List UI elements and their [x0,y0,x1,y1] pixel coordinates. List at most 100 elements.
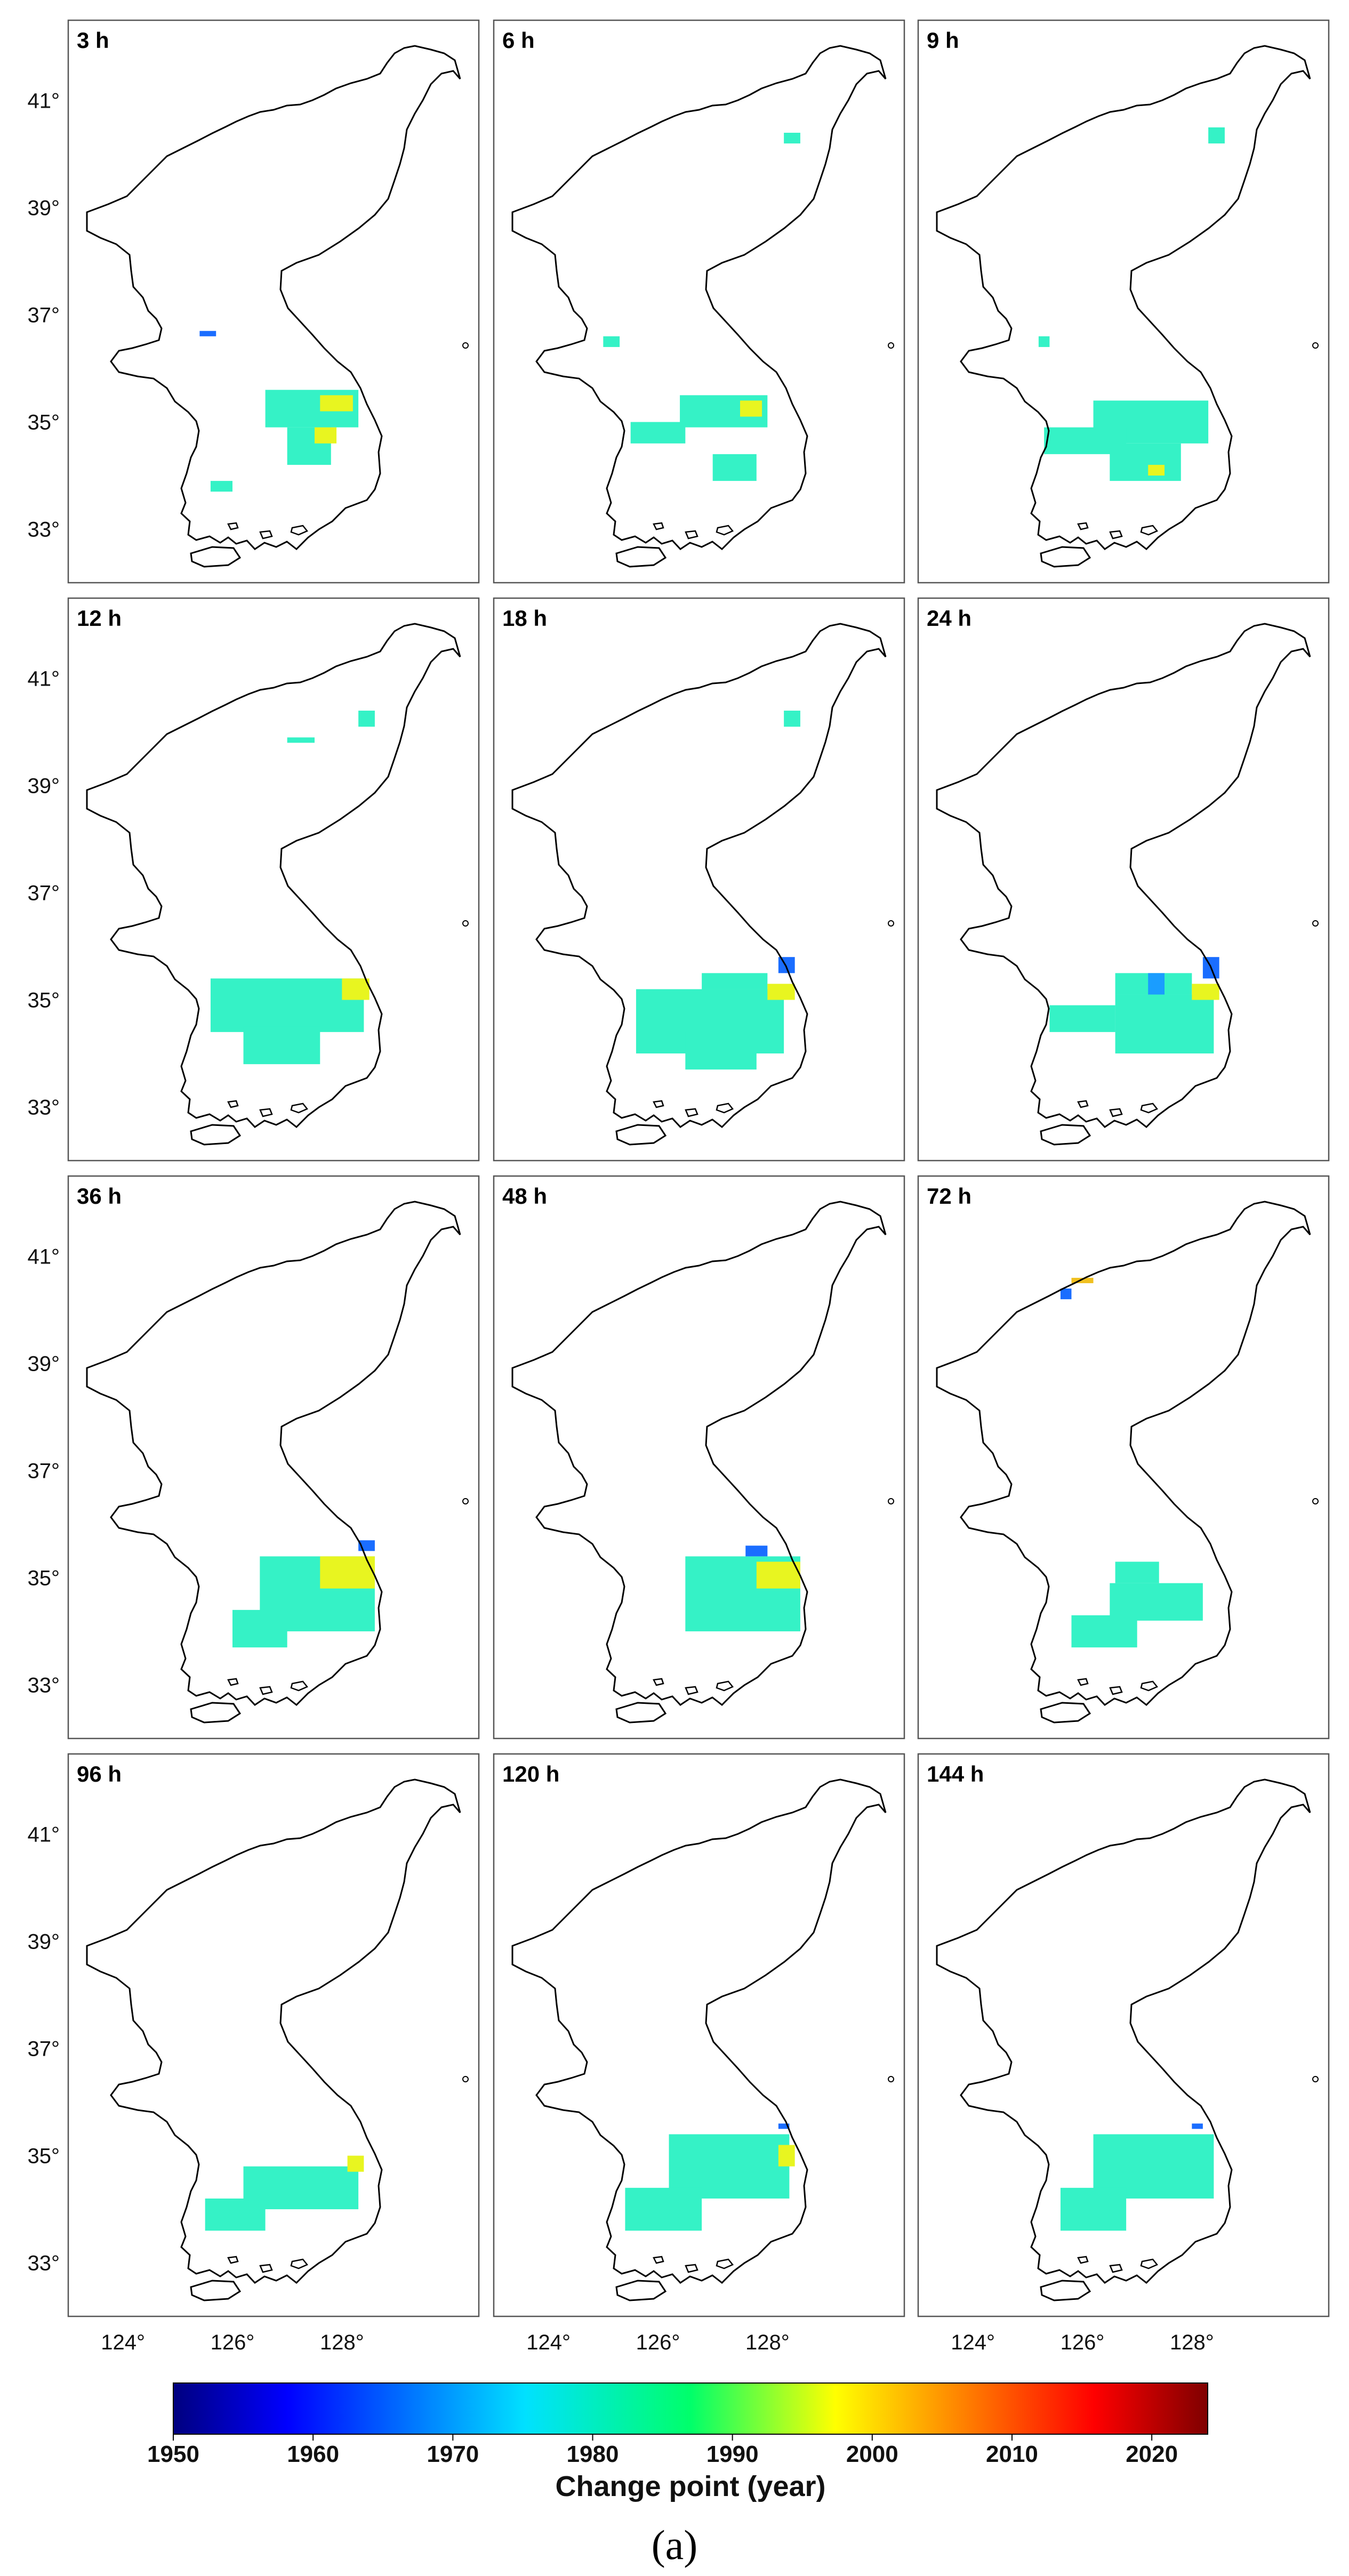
offshore-island-marker [462,342,469,349]
change-point-region [342,978,370,1000]
peninsula-coastline [511,1778,887,2284]
panel-content [511,1778,894,2301]
change-point-region [287,737,315,743]
small-island-outline [290,2258,308,2269]
change-point-region [784,711,800,727]
map-panel: 6 h [493,19,905,584]
panel-title: 72 h [927,1184,971,1209]
small-island-outline [685,2264,698,2273]
panel-title: 36 h [77,1184,122,1209]
change-point-region [1060,1289,1072,1300]
latitude-tick-label: 37° [28,1460,60,1483]
panel-content [86,45,469,568]
panel-content [936,1778,1319,2301]
longitude-tick-label: 128° [1170,2331,1214,2354]
small-island-outline [1109,1108,1123,1117]
offshore-island-marker [888,2076,894,2082]
longitude-tick-label: 128° [320,2331,364,2354]
change-point-region [1071,1615,1137,1648]
small-island-outline [227,522,239,530]
panel-content [511,623,894,1146]
offshore-island-marker [1312,2076,1319,2082]
jeju-island-outline [615,546,667,568]
longitude-tick-label: 124° [526,2331,571,2354]
latitude-tick-label: 35° [28,411,60,434]
colorbar-tick-label: 1950 [147,2441,199,2467]
colorbar-tick-label: 1980 [567,2441,619,2467]
change-point-region [1115,1561,1159,1583]
panel-content [936,623,1319,1146]
latitude-tick-label: 33° [28,518,60,542]
jeju-island-outline [1040,2280,1091,2301]
colorbar-tick-label: 2010 [986,2441,1038,2467]
longitude-tick-label: 128° [745,2331,790,2354]
change-point-region [1148,973,1165,995]
small-island-outline [716,1680,734,1692]
change-point-region [315,427,337,444]
jeju-island-outline [190,1124,242,1146]
change-point-region [1192,984,1219,1000]
small-island-outline [1140,525,1158,536]
change-point-region [1115,994,1214,1054]
panel-frame [67,19,480,584]
small-island-outline [1077,2256,1089,2264]
panel-title: 144 h [927,1761,984,1786]
panel-content [86,1201,469,1724]
map-panel: 72 h [917,1175,1330,1740]
change-point-region [1148,464,1165,476]
change-point-region [232,1609,287,1648]
change-point-region [630,422,686,444]
change-point-region [740,400,762,417]
change-point-region [1208,127,1225,144]
change-point-region [712,454,757,481]
change-point-region [1071,1277,1094,1283]
offshore-island-marker [888,920,894,927]
jeju-island-outline [190,2280,242,2301]
peninsula-coastline [511,623,887,1128]
change-point-region [1110,1583,1203,1621]
panel-frame [493,1753,905,2317]
map-panel: 120 h [493,1753,905,2317]
colorbar-tick-label: 1960 [287,2441,339,2467]
map-panel: 9 h [917,19,1330,584]
latitude-tick-label: 33° [28,2252,60,2275]
small-island-outline [685,1108,698,1117]
offshore-island-marker [462,2076,469,2082]
panel-frame [67,1175,480,1740]
small-island-outline [1077,522,1089,530]
small-island-outline [653,522,664,530]
colorbar-gradient [173,2382,1208,2435]
small-island-outline [1140,1102,1158,1114]
change-point-region [1093,2134,1214,2199]
panel-title: 18 h [502,606,547,631]
latitude-tick-labels: 41° 39° 37° 35° 33° 41° 39° 37° 35° 33° 41° 39° 37° 3… [28,90,60,2275]
panel-frame [917,1175,1330,1740]
change-point-region [210,481,232,492]
latitude-tick-label: 39° [28,1930,60,1954]
small-island-outline [227,1100,239,1108]
latitude-tick-label: 41° [28,1245,60,1269]
offshore-island-marker [1312,920,1319,927]
change-point-region [1038,336,1050,347]
longitude-tick-label: 126° [211,2331,255,2354]
latitude-tick-label: 41° [28,90,60,113]
small-island-outline [1109,1686,1123,1695]
panel-frame [917,19,1330,584]
small-island-outline [653,2256,664,2264]
panel-content [511,1201,894,1724]
panel-content [936,45,1319,568]
colorbar-tick-label: 2000 [846,2441,898,2467]
change-point-region [347,2155,364,2172]
latitude-tick-label: 41° [28,1823,60,1847]
change-point-region [1110,443,1181,481]
offshore-island-marker [888,1498,894,1504]
panel-title: 9 h [927,28,959,53]
map-panel: 24 h [917,597,1330,1162]
panel-title: 120 h [502,1761,559,1786]
colorbar-tick-label: 1970 [427,2441,479,2467]
change-point-region [778,2123,790,2129]
panel-content [86,623,469,1146]
map-panel: 36 h [67,1175,480,1740]
latitude-tick-label: 39° [28,1353,60,1376]
colorbar-title: Change point (year) [555,2470,825,2502]
